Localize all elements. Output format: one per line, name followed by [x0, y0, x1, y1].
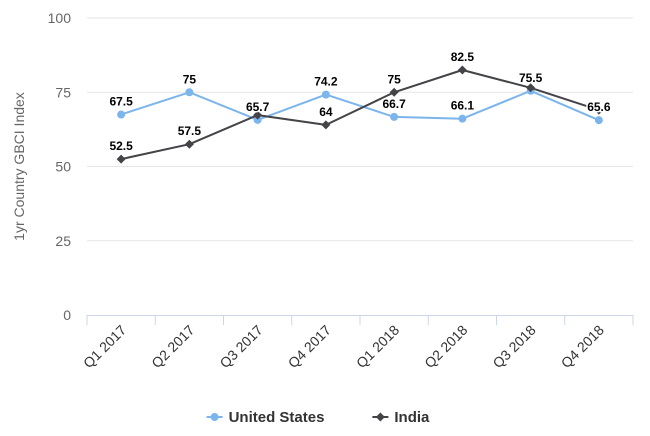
- x-tick-label: Q2 2017: [148, 322, 197, 371]
- data-point[interactable]: [253, 110, 263, 120]
- x-tick-label: Q2 2018: [421, 322, 470, 371]
- data-label: 75: [183, 72, 197, 86]
- data-labels: 67.5 75 65.7 74.2 66.7 66.1 75.5 65.6 52.5 57.5 64…: [108, 48, 612, 154]
- x-tick-label: Q4 2018: [558, 322, 607, 371]
- y-tick-label: 50: [55, 159, 71, 175]
- data-point[interactable]: [253, 115, 262, 124]
- data-label: 66.1: [451, 99, 475, 113]
- x-tick-label: Q3 2018: [489, 322, 538, 371]
- data-point[interactable]: [526, 83, 536, 93]
- data-label: 65.7: [246, 100, 270, 114]
- legend-item[interactable]: United States: [206, 409, 325, 426]
- data-point[interactable]: [457, 65, 467, 75]
- legend-item[interactable]: India: [372, 409, 430, 426]
- data-label: 66.7: [382, 97, 406, 111]
- legend-label: India: [394, 409, 430, 426]
- gridlines: [87, 17, 633, 242]
- y-axis: 0 25 50 75 100 1yr Country GBCI Index: [11, 10, 71, 323]
- data-point[interactable]: [184, 139, 194, 149]
- data-label: 65.6: [587, 100, 611, 114]
- data-point[interactable]: [390, 112, 399, 121]
- data-point[interactable]: [594, 105, 604, 115]
- x-tick-label: Q4 2017: [285, 322, 334, 371]
- series-group: [116, 65, 604, 164]
- legend-marker: [210, 413, 219, 421]
- legend-marker: [375, 412, 385, 422]
- y-tick-label: 25: [55, 233, 71, 249]
- data-label: 67.5: [109, 95, 133, 109]
- data-point[interactable]: [458, 114, 467, 123]
- data-point[interactable]: [321, 120, 331, 130]
- data-point[interactable]: [116, 154, 126, 164]
- data-label: 82.5: [451, 50, 475, 64]
- data-label: 64: [319, 105, 333, 119]
- data-label: 57.5: [178, 124, 202, 138]
- y-tick-label: 75: [55, 84, 71, 100]
- x-tick-label: Q3 2017: [216, 322, 265, 371]
- x-tick-label: Q1 2017: [80, 322, 129, 371]
- data-label: 75.5: [519, 71, 543, 85]
- data-label: 74.2: [314, 75, 338, 89]
- data-point[interactable]: [117, 110, 126, 119]
- data-label: 52.5: [109, 139, 133, 153]
- data-point[interactable]: [185, 88, 194, 97]
- x-tick-label: Q1 2018: [353, 322, 402, 371]
- data-point[interactable]: [594, 116, 603, 125]
- legend[interactable]: United States India: [206, 409, 430, 426]
- series-line-1: [120, 69, 600, 161]
- data-point[interactable]: [389, 87, 399, 97]
- x-axis: Q1 2017 Q2 2017 Q3 2017 Q4 2017 Q1 2018 Q2 20…: [80, 315, 634, 371]
- y-tick-label: 100: [48, 10, 72, 26]
- data-label: 75: [387, 72, 401, 86]
- legend-label: United States: [229, 409, 325, 426]
- y-tick-label: 0: [63, 307, 71, 323]
- data-point[interactable]: [321, 90, 330, 99]
- y-axis-title: 1yr Country GBCI Index: [11, 92, 27, 241]
- series-line-0: [120, 89, 600, 122]
